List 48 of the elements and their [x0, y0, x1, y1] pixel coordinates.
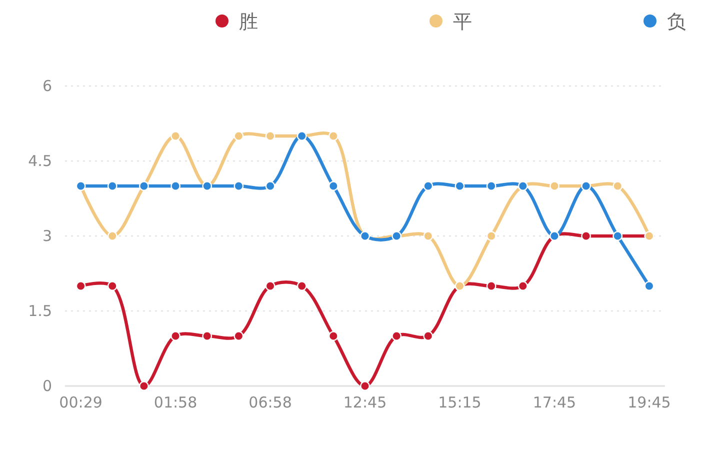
point — [170, 181, 180, 191]
point — [612, 181, 623, 191]
point — [423, 231, 434, 241]
point — [644, 281, 654, 291]
y-tick-label: 0 — [42, 376, 52, 395]
point — [518, 281, 528, 291]
x-tick-label: 06:58 — [248, 394, 292, 412]
legend-label: 负 — [667, 10, 686, 33]
x-tick-label: 17:45 — [532, 394, 576, 412]
y-tick-label: 4.5 — [28, 152, 52, 170]
point — [265, 281, 276, 291]
point — [170, 131, 180, 141]
legend-label: 平 — [453, 10, 472, 33]
y-tick-label: 6 — [42, 76, 52, 95]
point — [234, 331, 244, 341]
x-tick-label: 19:45 — [628, 394, 671, 412]
x-tick-label: 01:58 — [154, 394, 198, 412]
point — [170, 331, 180, 341]
point — [138, 381, 149, 391]
y-tick-label: 1.5 — [28, 302, 52, 320]
point — [202, 331, 212, 341]
point — [423, 181, 434, 191]
point — [234, 131, 244, 141]
point — [423, 331, 434, 341]
point — [360, 381, 370, 391]
point — [107, 181, 118, 191]
point — [107, 231, 118, 241]
point — [234, 181, 244, 191]
point — [328, 181, 338, 191]
point — [328, 131, 338, 141]
point — [581, 231, 592, 241]
point — [550, 181, 560, 191]
point — [76, 281, 86, 291]
point — [486, 181, 496, 191]
x-tick-label: 00:29 — [59, 394, 102, 412]
point — [265, 181, 276, 191]
point — [265, 131, 276, 141]
legend-label: 胜 — [239, 10, 258, 33]
point — [486, 281, 496, 291]
x-tick-label: 12:45 — [343, 394, 387, 412]
point — [107, 281, 118, 291]
point — [296, 281, 307, 291]
y-tick-label: 3 — [42, 226, 52, 245]
point — [328, 331, 338, 341]
point — [486, 231, 496, 241]
x-tick-label: 15:15 — [438, 394, 482, 412]
point — [454, 181, 465, 191]
point — [392, 331, 402, 341]
